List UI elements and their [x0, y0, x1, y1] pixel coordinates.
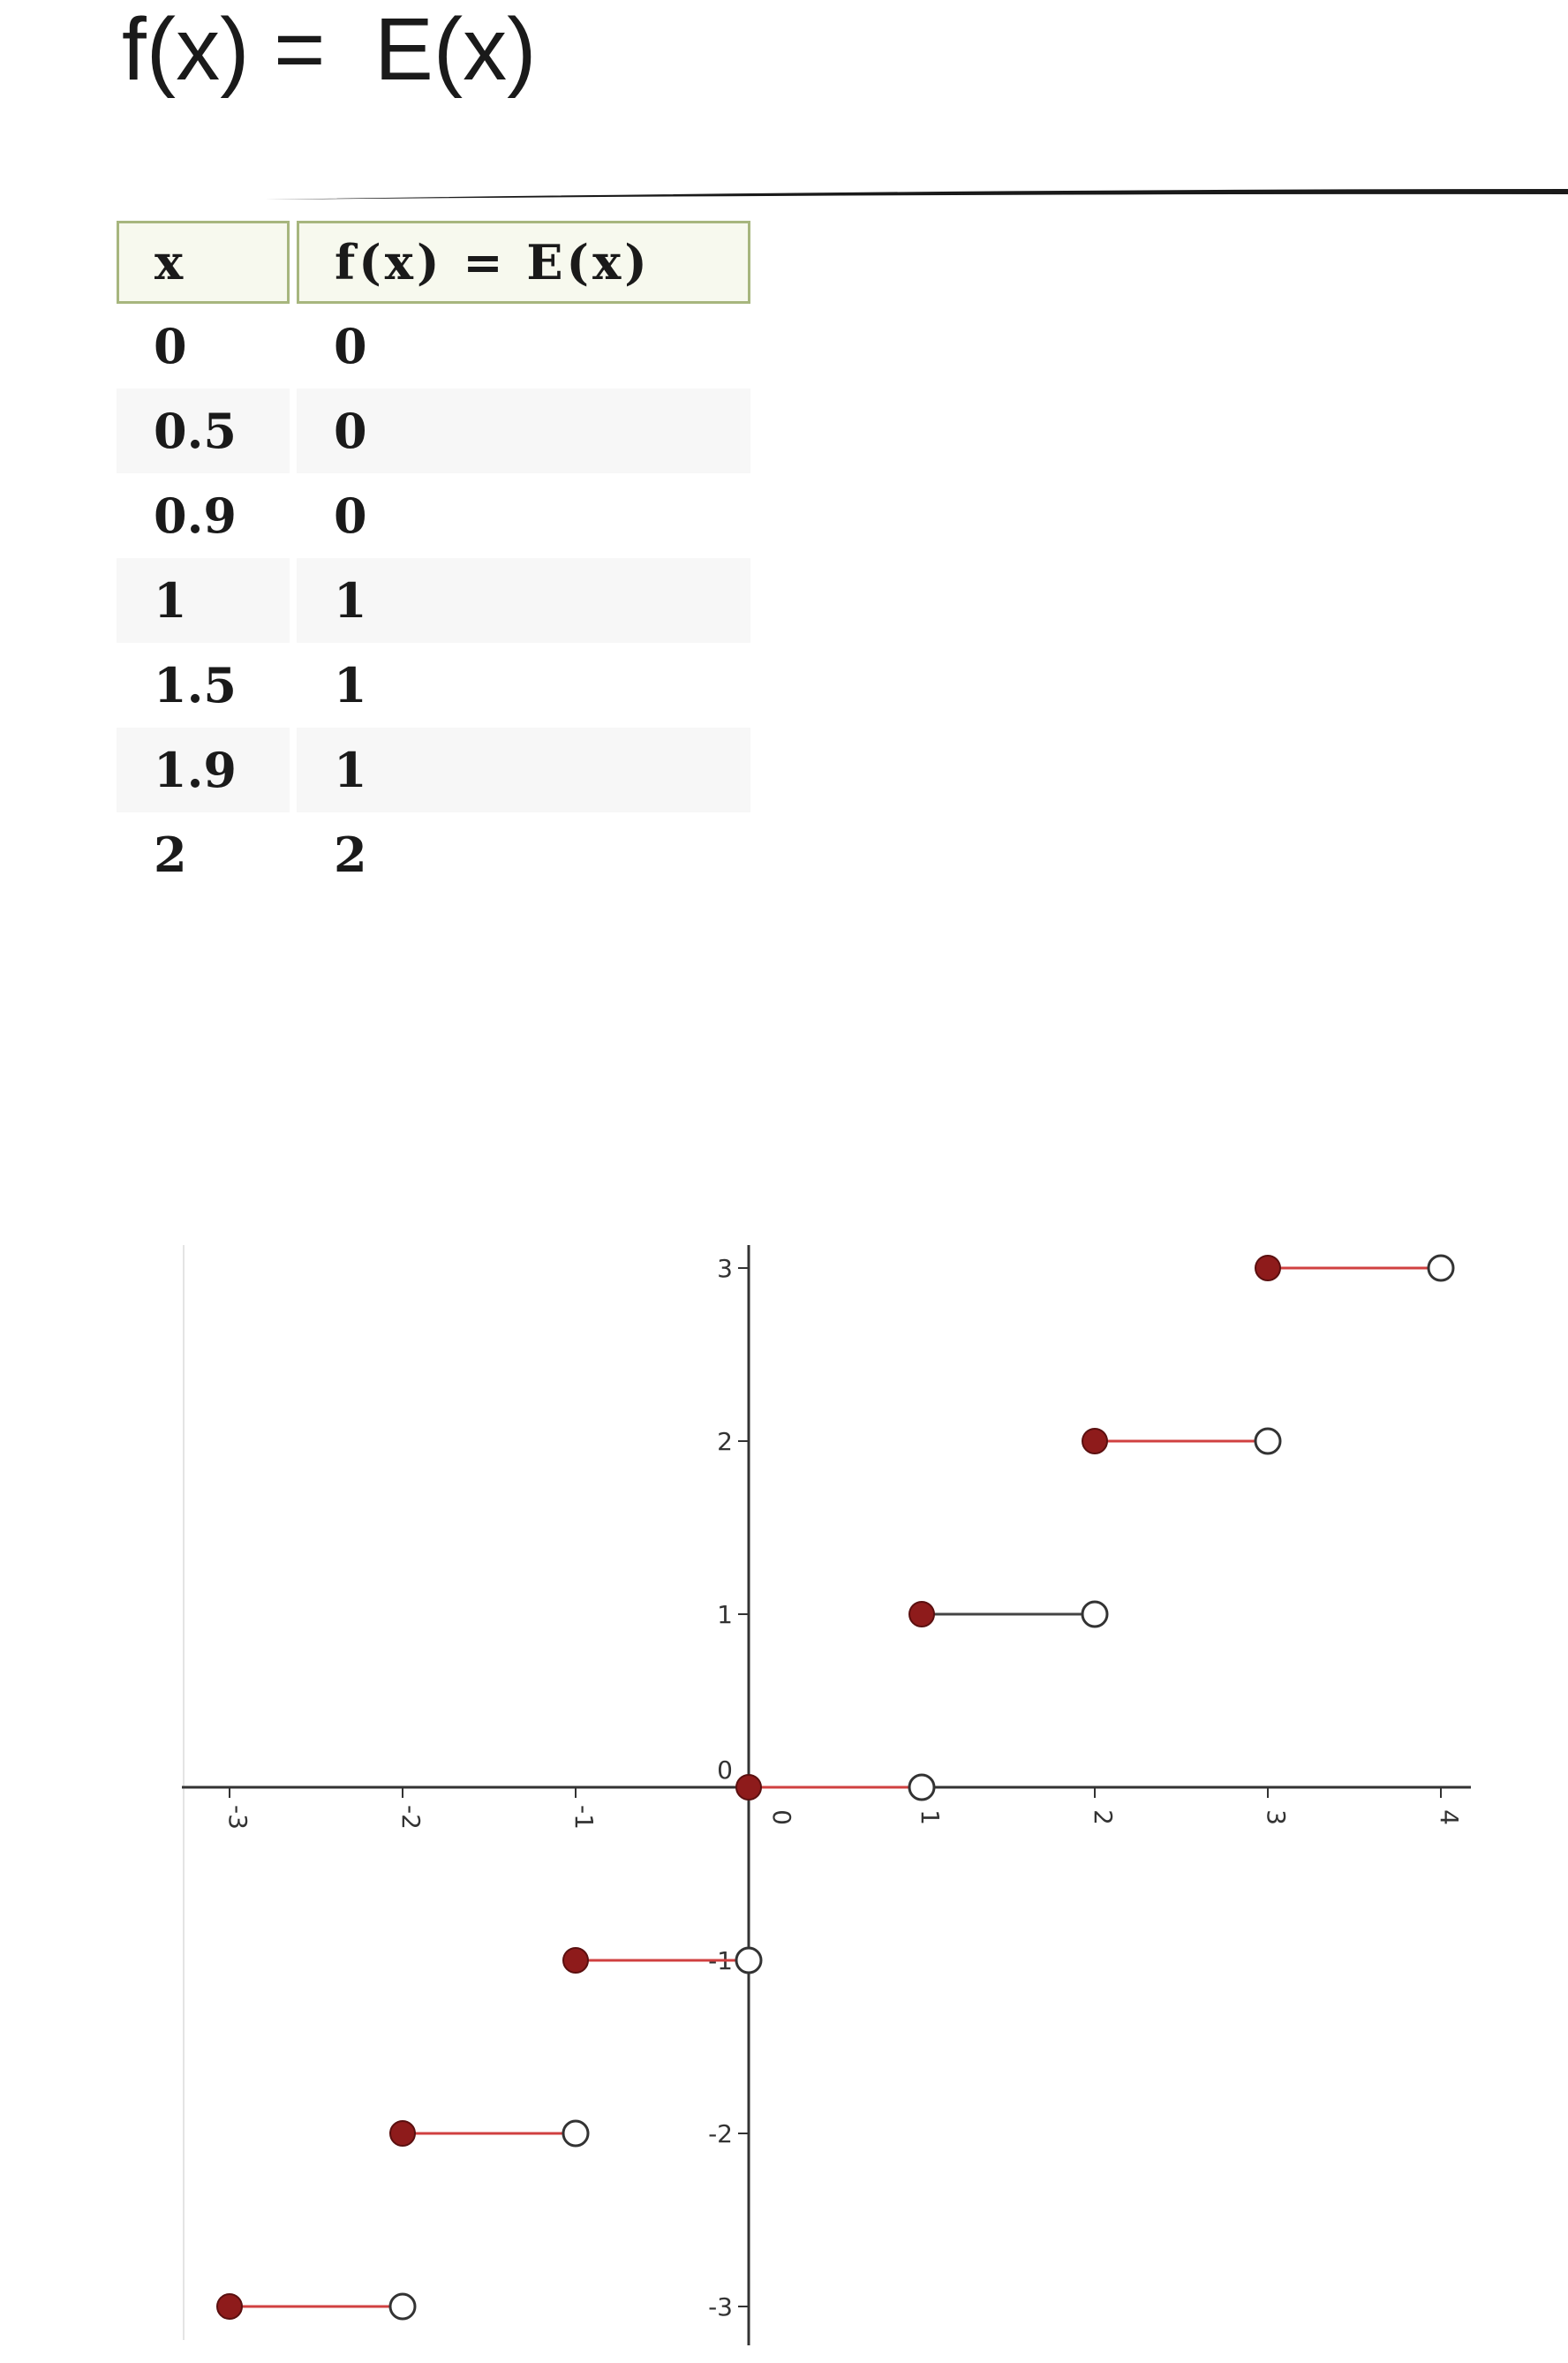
- y-tick-label: 2: [717, 1427, 733, 1456]
- x-tick-label: 1: [916, 1809, 945, 1825]
- x-tick-label: 2: [1089, 1809, 1118, 1825]
- open-endpoint: [1081, 1600, 1109, 1628]
- table-row: 1.5 1: [117, 643, 750, 728]
- table-row: 1 1: [117, 558, 750, 643]
- cell-fx: 1: [297, 558, 750, 643]
- cell-x: 1.5: [154, 657, 237, 713]
- cell-fx: 1: [334, 657, 367, 713]
- table-row: 0 0: [117, 304, 750, 389]
- table-row: 0.9 0: [117, 473, 750, 558]
- x-tick-label: -3: [223, 1805, 253, 1830]
- x-tick-label: -2: [396, 1805, 426, 1830]
- open-endpoint: [1254, 1427, 1282, 1455]
- cell-fx: 2: [334, 827, 367, 883]
- x-tick-label: -1: [569, 1805, 599, 1830]
- open-endpoint: [1427, 1254, 1455, 1282]
- cell-x: 1: [117, 558, 290, 643]
- y-tick-label: -3: [708, 2292, 733, 2321]
- cell-x: 2: [154, 827, 187, 883]
- header-fx: f(x) = E(x): [297, 221, 750, 304]
- open-endpoint: [735, 1946, 763, 1974]
- table-row: 2 2: [117, 812, 750, 897]
- cell-x: 0: [154, 318, 187, 374]
- y-tick-label: 3: [717, 1254, 733, 1283]
- closed-endpoint: [389, 2120, 416, 2147]
- open-endpoint: [908, 1773, 936, 1801]
- cell-x: 1.9: [117, 728, 290, 812]
- header-x: x: [117, 221, 290, 304]
- closed-endpoint: [1082, 1428, 1108, 1454]
- table-row: 1.9 1: [117, 728, 750, 812]
- closed-endpoint: [735, 1774, 762, 1801]
- cell-x: 0.5: [117, 389, 290, 473]
- closed-endpoint: [908, 1601, 935, 1627]
- cell-x: 0.9: [154, 487, 237, 544]
- x-tick-label: 0: [767, 1809, 796, 1825]
- closed-endpoint: [216, 2293, 243, 2320]
- table-header-row: x f(x) = E(x): [117, 221, 750, 304]
- value-table: x f(x) = E(x) 0 0 0.5 0 0.9 0 1 1 1.5 1 …: [109, 221, 758, 897]
- cell-fx: 1: [297, 728, 750, 812]
- slide-title: f(x) = E(x): [122, 0, 537, 99]
- title-underline: [265, 189, 1568, 200]
- x-tick-label: 3: [1262, 1809, 1291, 1825]
- closed-endpoint: [1255, 1255, 1281, 1281]
- x-tick-label: 4: [1435, 1809, 1464, 1825]
- table-row: 0.5 0: [117, 389, 750, 473]
- open-endpoint: [388, 2292, 417, 2321]
- closed-endpoint: [562, 1947, 589, 1974]
- cell-fx: 0: [334, 318, 367, 374]
- cell-fx: 0: [334, 487, 367, 544]
- cell-fx: 0: [297, 389, 750, 473]
- y-tick-label: 0: [717, 1755, 733, 1785]
- y-tick-label: 1: [717, 1600, 733, 1629]
- y-tick-label: -2: [708, 2119, 733, 2148]
- open-endpoint: [562, 2119, 590, 2148]
